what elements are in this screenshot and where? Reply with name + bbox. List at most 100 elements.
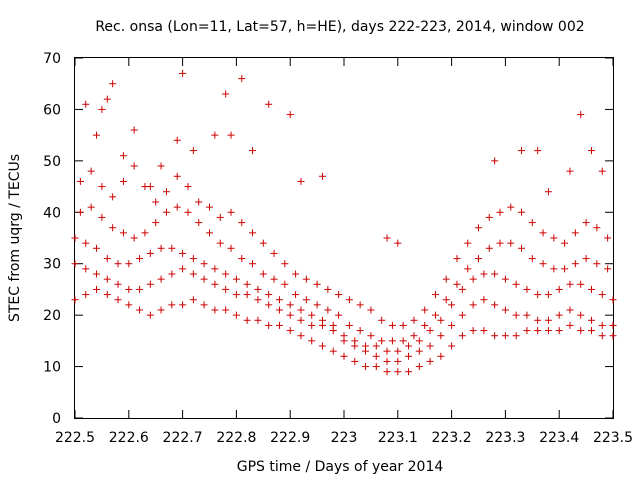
data-point <box>103 275 111 283</box>
data-point <box>189 270 197 278</box>
data-point <box>227 244 235 252</box>
y-tick-label: 70 <box>43 51 61 67</box>
data-point <box>286 111 294 119</box>
data-point <box>76 208 84 216</box>
data-point <box>469 327 477 335</box>
data-point <box>587 285 595 293</box>
data-point <box>587 316 595 324</box>
data-point <box>523 327 531 335</box>
data-point <box>571 229 579 237</box>
data-point <box>259 270 267 278</box>
data-point <box>211 306 219 314</box>
data-point <box>388 321 396 329</box>
data-points <box>71 69 617 376</box>
y-tick-label: 50 <box>43 154 61 170</box>
data-point <box>297 177 305 185</box>
data-point <box>399 337 407 345</box>
data-point <box>534 316 542 324</box>
data-point <box>125 260 133 268</box>
data-point <box>437 316 445 324</box>
data-point <box>577 327 585 335</box>
data-point <box>496 239 504 247</box>
data-point <box>173 203 181 211</box>
data-point <box>372 363 380 371</box>
data-point <box>173 136 181 144</box>
data-point <box>173 172 181 180</box>
data-point <box>426 327 434 335</box>
data-point <box>485 244 493 252</box>
data-point <box>415 337 423 345</box>
data-point <box>555 311 563 319</box>
data-point <box>249 147 257 155</box>
data-point <box>179 265 187 273</box>
data-point <box>587 327 595 335</box>
data-point <box>512 332 520 340</box>
data-point <box>227 131 235 139</box>
data-point <box>211 265 219 273</box>
data-point <box>378 337 386 345</box>
data-point <box>609 332 617 340</box>
data-point <box>437 332 445 340</box>
data-point <box>598 291 606 299</box>
data-point <box>480 270 488 278</box>
data-point <box>146 280 154 288</box>
data-point <box>275 296 283 304</box>
data-point <box>378 316 386 324</box>
data-point <box>394 357 402 365</box>
data-point <box>458 285 466 293</box>
data-point <box>302 296 310 304</box>
data-point <box>410 316 418 324</box>
data-point <box>523 311 531 319</box>
data-point <box>501 332 509 340</box>
data-point <box>383 347 391 355</box>
data-point <box>211 280 219 288</box>
data-point <box>275 321 283 329</box>
data-point <box>76 177 84 185</box>
data-point <box>577 280 585 288</box>
data-point <box>329 321 337 329</box>
data-point <box>168 270 176 278</box>
data-point <box>405 352 413 360</box>
data-point <box>372 342 380 350</box>
data-point <box>491 332 499 340</box>
data-point <box>114 296 122 304</box>
data-point <box>157 306 165 314</box>
data-point <box>544 316 552 324</box>
x-tick-label: 223.3 <box>485 430 525 446</box>
data-point <box>297 332 305 340</box>
data-point <box>544 327 552 335</box>
data-point <box>448 342 456 350</box>
data-point <box>254 296 262 304</box>
x-tick-label: 223.5 <box>593 430 633 446</box>
data-point <box>119 177 127 185</box>
data-point <box>200 275 208 283</box>
data-point <box>421 306 429 314</box>
data-point <box>249 229 257 237</box>
x-tick-label: 222.5 <box>55 430 95 446</box>
data-point <box>345 296 353 304</box>
data-point <box>114 280 122 288</box>
data-point <box>157 244 165 252</box>
data-point <box>189 255 197 263</box>
data-point <box>496 208 504 216</box>
data-point <box>491 301 499 309</box>
data-point <box>98 213 106 221</box>
data-point <box>286 327 294 335</box>
data-point <box>582 219 590 227</box>
data-point <box>125 285 133 293</box>
data-point <box>388 337 396 345</box>
data-point <box>206 229 213 237</box>
data-point <box>431 311 439 319</box>
data-point <box>394 239 402 247</box>
data-point <box>491 270 499 278</box>
data-point <box>426 357 434 365</box>
data-point <box>534 147 542 155</box>
x-tick-label: 223.2 <box>432 430 472 446</box>
data-point <box>609 321 617 329</box>
data-point <box>109 193 117 201</box>
data-point <box>157 275 165 283</box>
data-point <box>399 321 407 329</box>
data-point <box>345 321 353 329</box>
data-point <box>125 301 133 309</box>
y-axis-label: STEC from uqrg / TECUs <box>7 154 23 322</box>
